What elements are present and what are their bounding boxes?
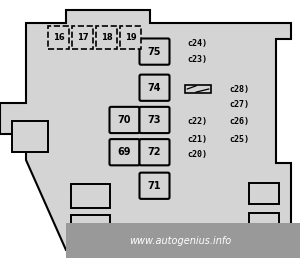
Text: c26): c26): [230, 117, 250, 126]
Text: 73: 73: [148, 115, 161, 125]
FancyBboxPatch shape: [140, 75, 169, 101]
FancyBboxPatch shape: [140, 107, 169, 133]
FancyBboxPatch shape: [110, 139, 140, 165]
Text: 72: 72: [148, 147, 161, 157]
Text: 16: 16: [52, 33, 64, 42]
Bar: [249, 183, 279, 204]
Text: 75: 75: [148, 47, 161, 57]
FancyBboxPatch shape: [140, 139, 169, 165]
Text: c21): c21): [188, 135, 208, 144]
Text: 70: 70: [118, 115, 131, 125]
Text: 17: 17: [77, 33, 88, 42]
Text: 71: 71: [148, 181, 161, 191]
Bar: [120, 26, 141, 49]
Text: c27): c27): [230, 100, 250, 109]
Text: c24): c24): [188, 39, 208, 48]
Text: c20): c20): [188, 150, 208, 159]
Bar: [185, 85, 211, 93]
Text: c22): c22): [188, 117, 208, 126]
Bar: [96, 26, 117, 49]
Text: 69: 69: [118, 147, 131, 157]
Text: 19: 19: [125, 33, 136, 42]
FancyBboxPatch shape: [140, 173, 169, 199]
Bar: [48, 26, 69, 49]
Bar: [66, 223, 300, 258]
Text: 74: 74: [148, 83, 161, 93]
Text: c28): c28): [230, 85, 250, 93]
FancyBboxPatch shape: [140, 38, 169, 65]
Bar: [249, 214, 279, 235]
Bar: [12, 121, 48, 152]
Text: 18: 18: [101, 33, 112, 42]
FancyBboxPatch shape: [110, 107, 140, 133]
Bar: [72, 26, 93, 49]
Bar: [70, 215, 110, 239]
Polygon shape: [0, 10, 291, 250]
Text: c25): c25): [230, 135, 250, 144]
Text: c23): c23): [188, 55, 208, 64]
Bar: [70, 184, 110, 208]
Text: www.autogenius.info: www.autogenius.info: [129, 236, 231, 246]
